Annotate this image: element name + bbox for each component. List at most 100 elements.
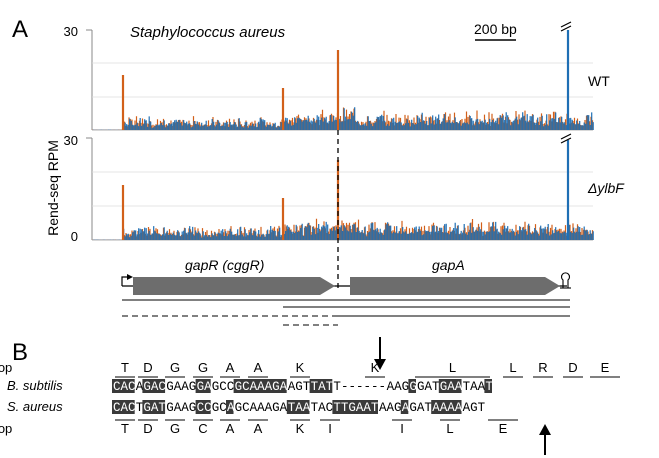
gene-arrow-gapr (133, 277, 335, 295)
codon-box (210, 379, 234, 393)
codon-text: GAAG (166, 401, 196, 415)
codon-text: AGT (463, 401, 486, 415)
codon-text: A (136, 380, 144, 394)
codon-box (142, 379, 166, 393)
codon-text: GAA (440, 380, 463, 394)
codon-box (142, 400, 166, 414)
codon-box (165, 400, 196, 414)
codon-box (134, 400, 143, 414)
codon-text: GAAG (166, 380, 196, 394)
coverage-series-b (93, 107, 594, 130)
amino-acid-label: G (170, 421, 180, 436)
amino-acid-label: A (226, 421, 235, 436)
codon-box (332, 379, 340, 393)
codon-text: A (227, 401, 235, 415)
codon-box (112, 400, 135, 414)
track-ylbf-label: ΔylbF (587, 180, 625, 196)
codon-box (195, 400, 211, 414)
codon-box (385, 379, 409, 393)
codon-box (309, 379, 333, 393)
coverage-series-a (92, 218, 594, 240)
codon-box (210, 400, 226, 414)
amino-acid-label: K (296, 360, 305, 375)
axis-break-marks (560, 21, 572, 144)
y-axis-label: Rend-seq RPM (45, 140, 61, 236)
amino-acid-label: D (143, 421, 152, 436)
gene-map (121, 272, 571, 295)
amino-acid-label: T (121, 421, 129, 436)
amino-acid-label: T (121, 360, 129, 375)
codon-box (233, 400, 287, 414)
codon-text: AGT (288, 380, 311, 394)
codon-box (195, 379, 211, 393)
codon-box (286, 400, 310, 414)
codon-box (408, 379, 416, 393)
codon-box (134, 379, 143, 393)
amino-acid-label: E (601, 360, 610, 375)
amino-acid-label: R (538, 360, 547, 375)
amino-acid-label: I (400, 421, 404, 436)
codon-box (438, 379, 462, 393)
tick-0: 0 (71, 229, 78, 244)
codon-box (378, 400, 401, 414)
codon-box (112, 379, 135, 393)
codon-box (332, 400, 378, 414)
panel-b-label: B (12, 339, 28, 366)
amino-acid-label: D (143, 360, 152, 375)
codon-text: GC (212, 401, 227, 415)
codon-text: GCC (212, 380, 235, 394)
amino-acid-label: L (446, 421, 453, 436)
codon-text: AAG (379, 401, 402, 415)
codon-text: G (409, 380, 417, 394)
codon-text: GAC (143, 380, 166, 394)
gene-label-gapa: gapA (432, 257, 465, 273)
codon-text: T (333, 380, 341, 394)
codon-text: CC (197, 401, 212, 415)
codon-box (408, 400, 432, 414)
tick-30-mid: 30 (64, 133, 78, 148)
codon-box (400, 400, 409, 414)
codon-box (233, 379, 287, 393)
amino-acid-label: A (254, 360, 263, 375)
terminator-icon (560, 272, 571, 288)
gene-arrow-gapa (350, 277, 560, 295)
amino-acid-label: K (296, 421, 305, 436)
codon-box (165, 379, 196, 393)
codon-text: A (402, 401, 410, 415)
codon-box (286, 379, 310, 393)
codon-text: GAT (417, 380, 440, 394)
amino-acid-label: D (568, 360, 577, 375)
codon-text: T (485, 380, 493, 394)
amino-acid-label: A (254, 421, 263, 436)
codon-text: GCAAAGA (235, 401, 288, 415)
codon-text: TAA (463, 380, 486, 394)
amino-acid-label: stop (0, 360, 12, 375)
track-ylbf (86, 137, 594, 241)
amino-acid-label: E (499, 421, 508, 436)
scale-bar-label: 200 bp (474, 21, 517, 37)
codon-text: TAT (311, 380, 334, 394)
gene-label-gapr: gapR (cggR) (185, 257, 264, 273)
cleavage-arrow-up (539, 424, 551, 455)
codon-text: GAT (409, 401, 432, 415)
transcript-lines (122, 299, 570, 326)
amino-acid-label: stop (0, 421, 12, 436)
codon-box (461, 379, 485, 393)
codon-box (431, 400, 462, 414)
codon-gap: ------ (341, 380, 386, 394)
track-wt (86, 29, 594, 131)
codon-text: AAG (387, 380, 410, 394)
codon-box (309, 400, 333, 414)
amino-acid-label: L (449, 360, 456, 375)
organism-title: Staphylococcus aureus (130, 24, 286, 41)
codon-text: GAT (143, 401, 166, 415)
codon-box (226, 400, 234, 414)
cleavage-arrow-down (374, 337, 386, 370)
amino-acid-label: L (509, 360, 516, 375)
codon-text: T (136, 401, 144, 415)
codon-text: GCAAAGA (235, 380, 288, 394)
amino-acid-label: K (371, 360, 380, 375)
amino-acid-label: C (198, 421, 207, 436)
codon-text: CAC (113, 401, 136, 415)
